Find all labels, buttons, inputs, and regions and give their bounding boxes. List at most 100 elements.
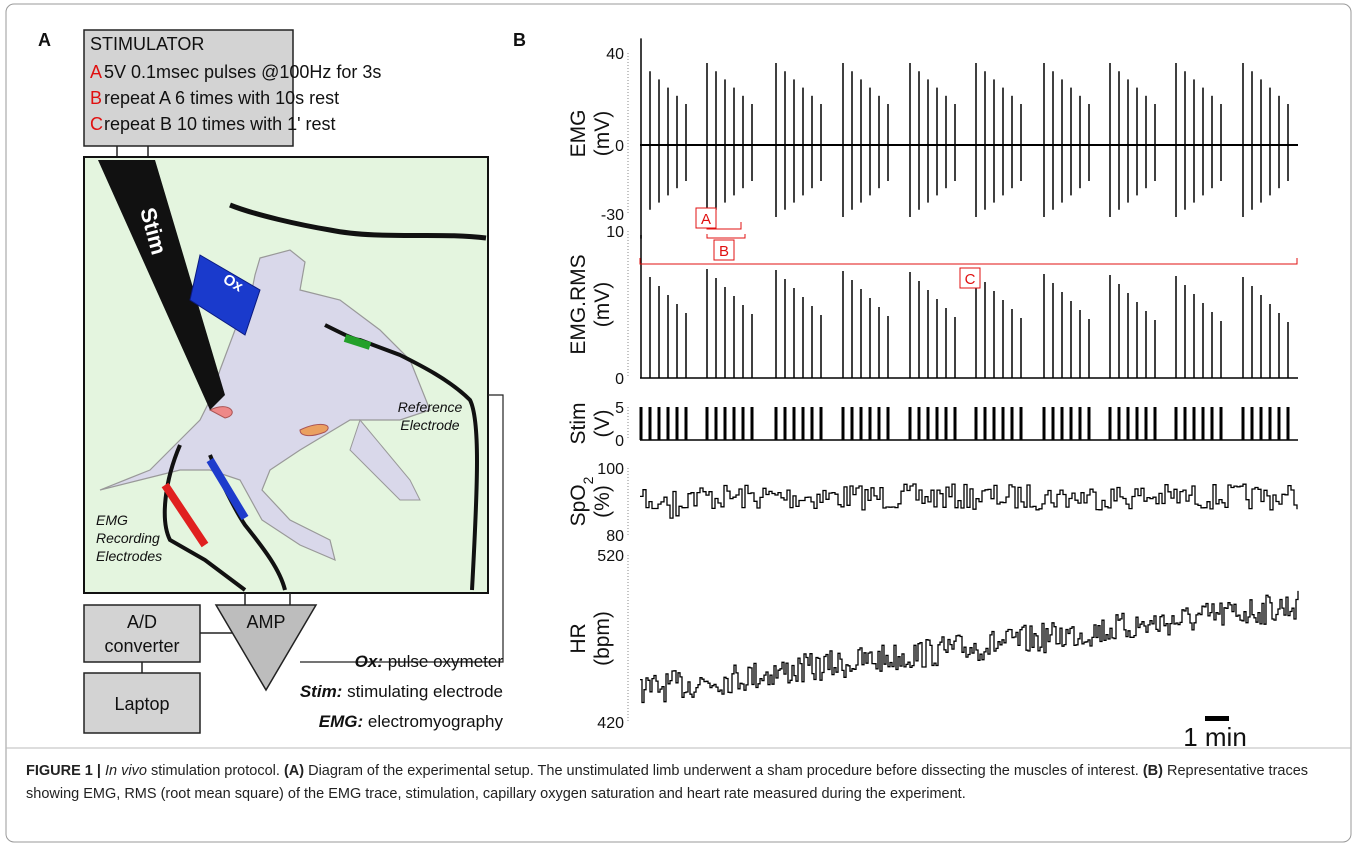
stim-pulse — [723, 407, 727, 440]
bracket-box — [695, 207, 717, 229]
oximeter — [189, 254, 261, 336]
figure-frame — [5, 3, 1352, 843]
stim-pulse — [750, 407, 754, 440]
trace-label: EMG(mV) — [567, 110, 614, 158]
stim-pulse — [944, 407, 948, 440]
stim-pulse — [1210, 407, 1214, 440]
emg-electrode-label: Electrodes — [96, 548, 162, 564]
stim-pulse — [783, 407, 787, 440]
legend-term: EMG: — [319, 712, 363, 731]
trace-unit: (bpm) — [591, 611, 614, 666]
y-tick-label: 0 — [615, 138, 624, 155]
stimulator-box — [83, 29, 294, 147]
stim-probe — [98, 160, 225, 410]
stim-pulse — [1051, 407, 1055, 440]
caption-run: Representative traces showing EMG, RMS (… — [26, 763, 1309, 802]
stim-pulse — [648, 407, 652, 440]
stim-pulse — [1259, 407, 1263, 440]
stim-pulse — [917, 407, 921, 440]
stim-pulse — [639, 407, 643, 440]
caption: FIGURE 1 | In vivo stimulation protocol.… — [26, 760, 1326, 806]
panel-label: A — [38, 30, 51, 50]
trace-unit: (%) — [591, 485, 614, 518]
bracket-box — [959, 267, 981, 289]
laptop-label: Laptop — [114, 694, 169, 714]
reference-lead — [343, 334, 372, 350]
legend-term: Ox: — [355, 652, 383, 671]
stim-pulse — [666, 407, 670, 440]
stim-pulse — [1144, 407, 1148, 440]
bracket-box — [713, 239, 735, 261]
caption-run: Diagram of the experimental setup. The u… — [304, 763, 1143, 779]
stim-pulse — [1241, 407, 1245, 440]
emg-electrode-label: Recording — [96, 530, 160, 546]
ad-label: converter — [104, 636, 179, 656]
stim-pulse — [1126, 407, 1130, 440]
trace-label: HR(bpm) — [567, 611, 614, 666]
stim-pulse — [1174, 407, 1178, 440]
bracket-c — [639, 258, 1298, 265]
traces: 400-30EMG(mV)100EMG.RMS(mV)50Stim(V)1008… — [567, 38, 1299, 732]
scale-bar — [1205, 716, 1229, 721]
stim-pulse — [1078, 407, 1082, 440]
scale-bar-label: 1 min — [1183, 722, 1247, 752]
stim-pulse — [705, 407, 709, 440]
stim-pulse — [868, 407, 872, 440]
protocol-text: repeat A 6 times with 10s rest — [104, 88, 339, 108]
legend-entry: Stim: stimulating electrode — [300, 682, 503, 701]
trace-unit: (V) — [591, 410, 614, 438]
trace-unit: (mV) — [591, 111, 614, 157]
legend-entry: EMG: electromyography — [319, 712, 504, 731]
y-tick-label: 40 — [606, 46, 624, 63]
stim-pulse — [819, 407, 823, 440]
stim-pulse — [1219, 407, 1223, 440]
hr-trace — [640, 590, 1299, 704]
y-tick-label: 0 — [615, 433, 624, 450]
trace-name: EMG — [567, 110, 590, 158]
stim-pulse — [1117, 407, 1121, 440]
caption-run: In vivo — [105, 763, 147, 779]
bracket-label: C — [965, 271, 976, 288]
y-tick-label: 420 — [597, 715, 624, 732]
incision — [299, 423, 329, 437]
stim-pulse — [792, 407, 796, 440]
panel-label: B — [513, 30, 526, 50]
incision — [208, 406, 233, 419]
legend-desc: stimulating electrode — [347, 682, 503, 701]
stim-pulse — [684, 407, 688, 440]
stim-pulse — [841, 407, 845, 440]
stim-pulse — [1069, 407, 1073, 440]
trace-label: SpO2(%) — [567, 476, 614, 526]
stimulator-title: STIMULATOR — [90, 34, 204, 54]
mouse-leg — [349, 418, 421, 501]
y-tick-label: 5 — [615, 400, 624, 417]
wire — [300, 394, 504, 663]
legend-entry: Ox: pulse oxymeter — [355, 652, 504, 671]
stim-pulse — [1001, 407, 1005, 440]
legend-term: Stim: — [300, 682, 343, 701]
emg-cable — [162, 444, 247, 592]
y-tick-label: 80 — [606, 528, 624, 545]
laptop-box — [83, 672, 201, 734]
y-tick-label: -30 — [601, 207, 624, 224]
y-tick-label: 100 — [597, 461, 624, 478]
stim-pulse — [657, 407, 661, 440]
stim-pulse — [1019, 407, 1023, 440]
stim-pulse — [908, 407, 912, 440]
stim-pulse — [1060, 407, 1064, 440]
bracket-label: B — [719, 243, 729, 260]
ad-box — [83, 604, 201, 663]
spo2-trace — [640, 483, 1298, 519]
y-tick-label: 520 — [597, 548, 624, 565]
protocol-key: C — [90, 114, 103, 134]
stim-pulse — [774, 407, 778, 440]
stim-pulse — [1153, 407, 1157, 440]
y-tick-label: 0 — [615, 371, 624, 388]
caption-run: FIGURE 1 | — [26, 763, 105, 779]
stim-pulse — [953, 407, 957, 440]
cable — [229, 202, 487, 241]
legend-desc: electromyography — [368, 712, 504, 731]
stim-pulse — [926, 407, 930, 440]
